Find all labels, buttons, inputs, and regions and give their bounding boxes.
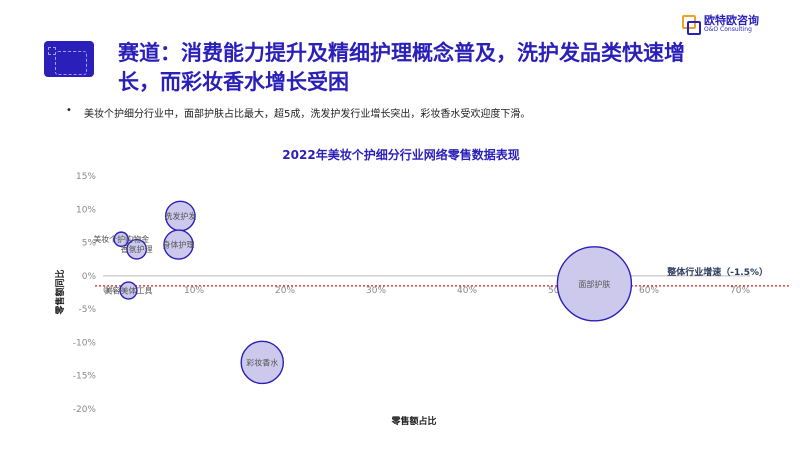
y-tick-label: -5% (78, 305, 96, 315)
y-tick-label: 0% (82, 272, 97, 282)
y-tick-label: -15% (73, 372, 97, 382)
bubble-label: 身体护理 (163, 240, 195, 250)
x-tick-label: 70% (730, 286, 750, 296)
bubble-point (126, 238, 148, 260)
y-tick-label: -20% (73, 405, 97, 415)
page-title: 赛道：消费能力提升及精细护理概念普及，洗护发品类快速增长，而彩妆香水增长受困 (118, 41, 685, 94)
logo-text-en: O&O Consulting (704, 26, 752, 33)
bubble-point (113, 231, 130, 248)
title-decoration-icon (44, 41, 94, 77)
x-tick-label: 10% (184, 286, 204, 296)
bubble-point (240, 340, 285, 385)
bullet-marker: • (66, 105, 72, 116)
bubble-label: 美妆个护购物金 (93, 234, 149, 244)
bubble-point (163, 229, 194, 260)
bubble-label: 彩妆香水 (246, 357, 278, 367)
bubble-label: 香氛护理 (121, 244, 153, 254)
x-tick-label: 0% (103, 286, 118, 296)
x-tick-label: 60% (639, 286, 659, 296)
brand-logo: 欧特欧咨询 O&O Consulting (681, 12, 791, 38)
x-axis-title: 零售额占比 (390, 415, 436, 427)
bubble-label: 美容美体工具 (104, 286, 152, 296)
y-tick-label: -10% (73, 338, 97, 348)
bubble-label: 面部护肤 (578, 279, 610, 289)
y-axis-title: 零售额同比 (54, 269, 66, 315)
x-tick-label: 40% (457, 286, 477, 296)
reference-line-label: 整体行业增速（-1.5%） (666, 266, 768, 278)
x-tick-label: 20% (275, 286, 295, 296)
bubble-point (119, 281, 138, 300)
x-tick-label: 30% (366, 286, 386, 296)
logo-icon (681, 14, 701, 35)
logo-text-cn: 欧特欧咨询 (704, 14, 759, 27)
bubble-label: 洗发护发 (164, 211, 196, 221)
y-tick-label: 15% (76, 172, 96, 182)
y-tick-label: 10% (76, 205, 96, 215)
y-tick-label: 5% (82, 239, 97, 249)
summary-bullet: 美妆个护细分行业中，面部护肤占比最大，超5成，洗发护发行业增长突出，彩妆香水受欢… (84, 109, 531, 120)
bubble-point (556, 246, 633, 322)
chart-title: 2022年美妆个护细分行业网络零售数据表现 (282, 147, 519, 162)
